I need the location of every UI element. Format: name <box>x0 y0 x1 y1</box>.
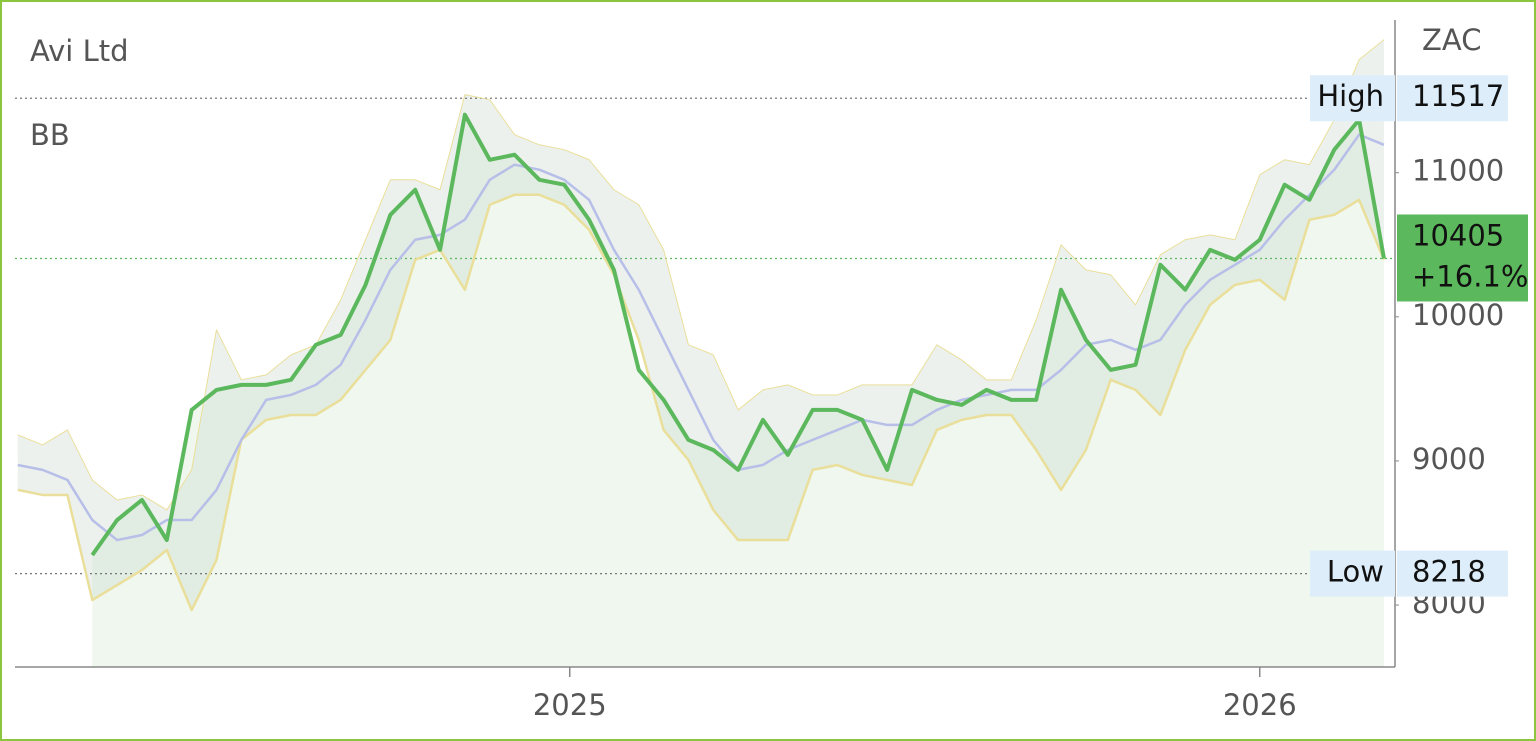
middle-band-line <box>17 133 1385 542</box>
y-tick-label: 9000 <box>1412 442 1486 476</box>
last-price: 10405 <box>1412 218 1504 252</box>
annotation-label-bg <box>1310 75 1395 122</box>
band-area <box>17 39 1384 611</box>
price-area <box>92 114 1384 668</box>
chart-title: Avi Ltd <box>30 34 129 68</box>
annotation-label-bg <box>1310 550 1395 597</box>
annotation-label: High <box>1317 79 1384 113</box>
unit-label: ZAC <box>1422 23 1481 57</box>
annotation-label: Low <box>1327 555 1384 589</box>
last-price-bg <box>1397 214 1528 302</box>
annotation: High 11517 <box>1310 75 1508 122</box>
x-tick-label: 2026 <box>1223 688 1297 722</box>
upper-band-line <box>17 39 1385 511</box>
lower-band-line <box>17 193 1386 612</box>
annotation: Low 8218 <box>1310 550 1508 597</box>
y-tick-label: 10000 <box>1412 298 1504 332</box>
y-tick-label: 11000 <box>1412 154 1504 188</box>
x-tick-label: 2025 <box>533 688 607 722</box>
last-change: +16.1% <box>1412 259 1528 293</box>
indicator-label: BB <box>30 118 70 152</box>
annotation-value-bg <box>1397 550 1508 597</box>
annotation-value: 8218 <box>1412 555 1486 589</box>
annotation-value: 11517 <box>1412 79 1504 113</box>
price-line <box>90 112 1386 557</box>
annotation-value-bg <box>1397 75 1508 122</box>
